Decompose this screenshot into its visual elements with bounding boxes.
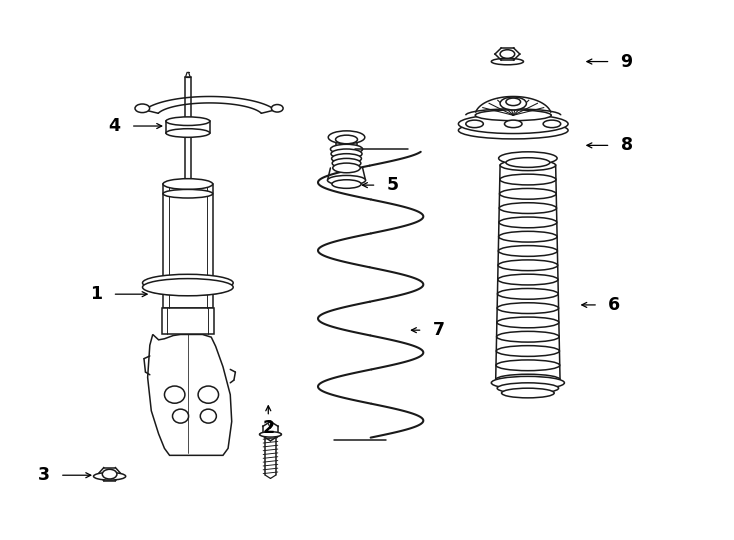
Ellipse shape [331, 149, 362, 159]
Ellipse shape [335, 135, 357, 144]
Ellipse shape [500, 174, 556, 185]
Ellipse shape [163, 179, 213, 190]
Text: 1: 1 [90, 285, 103, 303]
Ellipse shape [498, 231, 557, 242]
Ellipse shape [166, 117, 210, 125]
Ellipse shape [498, 246, 557, 256]
Ellipse shape [500, 97, 526, 110]
Polygon shape [369, 152, 421, 166]
Ellipse shape [498, 260, 558, 271]
Ellipse shape [166, 129, 210, 137]
Text: 3: 3 [37, 466, 50, 484]
Ellipse shape [102, 469, 117, 479]
Ellipse shape [491, 58, 523, 65]
Ellipse shape [475, 110, 551, 120]
Text: 6: 6 [608, 296, 620, 314]
Text: 8: 8 [620, 137, 633, 154]
Ellipse shape [497, 303, 559, 314]
Ellipse shape [498, 152, 557, 165]
Ellipse shape [135, 104, 150, 113]
Ellipse shape [93, 472, 126, 480]
Ellipse shape [497, 383, 559, 394]
Ellipse shape [498, 274, 558, 285]
Text: 2: 2 [262, 420, 275, 437]
Ellipse shape [332, 180, 361, 188]
Ellipse shape [495, 374, 560, 385]
Text: 5: 5 [387, 176, 399, 194]
Ellipse shape [499, 217, 557, 228]
Ellipse shape [496, 346, 559, 356]
Text: 4: 4 [109, 117, 120, 135]
Ellipse shape [163, 190, 213, 198]
Ellipse shape [506, 158, 550, 167]
Ellipse shape [332, 154, 361, 164]
Ellipse shape [497, 317, 559, 328]
Ellipse shape [328, 131, 365, 144]
Ellipse shape [506, 98, 520, 106]
Polygon shape [371, 199, 424, 233]
Ellipse shape [327, 176, 366, 185]
Ellipse shape [330, 144, 363, 154]
Polygon shape [148, 334, 232, 455]
Ellipse shape [498, 288, 559, 299]
Ellipse shape [496, 360, 560, 370]
Polygon shape [166, 121, 210, 133]
Text: 9: 9 [620, 52, 633, 71]
Ellipse shape [200, 409, 217, 423]
Polygon shape [371, 335, 424, 369]
Ellipse shape [501, 388, 554, 398]
Ellipse shape [260, 431, 281, 437]
Ellipse shape [500, 160, 556, 171]
Ellipse shape [491, 376, 564, 389]
Ellipse shape [333, 163, 360, 173]
Polygon shape [371, 404, 424, 437]
Ellipse shape [164, 386, 185, 403]
Ellipse shape [272, 105, 283, 112]
Ellipse shape [459, 114, 568, 133]
Ellipse shape [142, 279, 233, 296]
Ellipse shape [500, 188, 556, 199]
Ellipse shape [497, 332, 559, 342]
Ellipse shape [459, 122, 568, 139]
Ellipse shape [172, 409, 189, 423]
Ellipse shape [198, 386, 219, 403]
Polygon shape [161, 308, 214, 334]
Ellipse shape [499, 202, 556, 213]
Ellipse shape [333, 158, 361, 168]
Ellipse shape [504, 120, 522, 127]
Polygon shape [163, 184, 213, 308]
Ellipse shape [466, 120, 484, 127]
Ellipse shape [500, 50, 515, 58]
Text: 7: 7 [432, 321, 445, 339]
Ellipse shape [543, 120, 561, 127]
Polygon shape [370, 267, 424, 302]
Ellipse shape [142, 274, 233, 292]
